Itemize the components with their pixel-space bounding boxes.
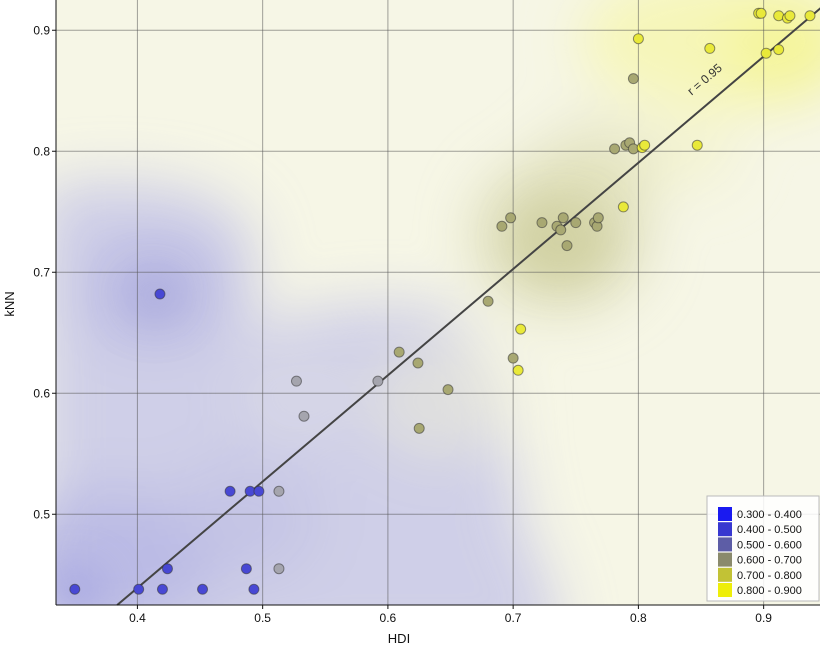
grid-lines <box>56 0 820 605</box>
data-point <box>393 346 405 358</box>
data-point <box>273 485 285 497</box>
data-point <box>161 563 173 575</box>
data-point <box>298 410 310 422</box>
data-point <box>413 422 425 434</box>
legend-label: 0.800 - 0.900 <box>737 585 802 597</box>
data-point <box>372 375 384 387</box>
data-point <box>570 217 582 229</box>
data-point <box>691 139 703 151</box>
y-tick-label: 0.9 <box>33 23 50 37</box>
legend-swatch <box>718 552 732 567</box>
legend-label: 0.600 - 0.700 <box>737 555 802 567</box>
y-axis-title: kNN <box>2 291 17 316</box>
data-point <box>617 201 629 213</box>
plot-frame <box>55 0 820 606</box>
legend-label: 0.300 - 0.400 <box>737 509 802 521</box>
data-point <box>609 143 621 155</box>
x-axis-title: HDI <box>388 631 410 646</box>
data-point <box>442 384 454 396</box>
y-tick-label: 0.5 <box>33 507 50 521</box>
data-point <box>755 7 767 19</box>
data-point <box>273 563 285 575</box>
data-point <box>760 47 772 59</box>
y-axis-ticks: 0.5 0.6 0.7 0.8 0.9 <box>33 23 56 521</box>
x-tick-label: 0.7 <box>505 611 522 625</box>
legend: 0.300 - 0.400 0.400 - 0.500 0.500 - 0.600 0… <box>706 495 820 602</box>
data-point <box>482 295 494 307</box>
legend-swatch <box>718 522 732 537</box>
x-tick-label: 0.6 <box>380 611 397 625</box>
legend-label: 0.700 - 0.800 <box>737 570 802 582</box>
data-point <box>496 220 508 232</box>
legend-swatch <box>718 583 732 597</box>
fit-line <box>116 7 820 606</box>
data-point <box>512 364 524 376</box>
x-tick-label: 0.8 <box>630 611 647 625</box>
data-point <box>557 212 569 224</box>
legend-swatch <box>718 537 732 552</box>
data-point <box>773 44 785 56</box>
data-point <box>536 217 548 229</box>
data-point <box>505 212 517 224</box>
data-point <box>197 583 209 595</box>
data-point <box>592 212 604 224</box>
y-tick-label: 0.6 <box>33 386 50 400</box>
data-point <box>515 323 527 335</box>
data-point <box>639 139 651 151</box>
y-tick-label: 0.8 <box>33 144 50 158</box>
x-tick-label: 0.4 <box>129 611 146 625</box>
legend-label: 0.500 - 0.600 <box>737 539 802 551</box>
data-points <box>69 7 816 595</box>
data-point <box>290 375 302 387</box>
data-point <box>133 583 145 595</box>
data-point <box>224 485 236 497</box>
legend-label: 0.400 - 0.500 <box>737 524 802 536</box>
data-point <box>240 563 252 575</box>
data-point <box>561 240 573 252</box>
data-point <box>632 33 644 45</box>
data-point <box>253 485 265 497</box>
data-point <box>412 357 424 369</box>
legend-swatch <box>718 567 732 582</box>
data-point <box>507 352 519 364</box>
x-axis-ticks: 0.4 0.5 0.6 0.7 0.8 0.9 <box>129 605 772 625</box>
data-point <box>704 42 716 54</box>
data-point <box>156 583 168 595</box>
data-point <box>804 10 816 22</box>
y-tick-label: 0.7 <box>33 265 50 279</box>
data-point <box>555 224 567 236</box>
x-tick-label: 0.9 <box>755 611 772 625</box>
data-point <box>784 10 796 22</box>
data-point <box>627 73 639 85</box>
x-tick-label: 0.5 <box>254 611 271 625</box>
data-point <box>69 583 81 595</box>
data-point <box>248 583 260 595</box>
data-point <box>154 288 166 300</box>
legend-swatch <box>718 507 732 521</box>
